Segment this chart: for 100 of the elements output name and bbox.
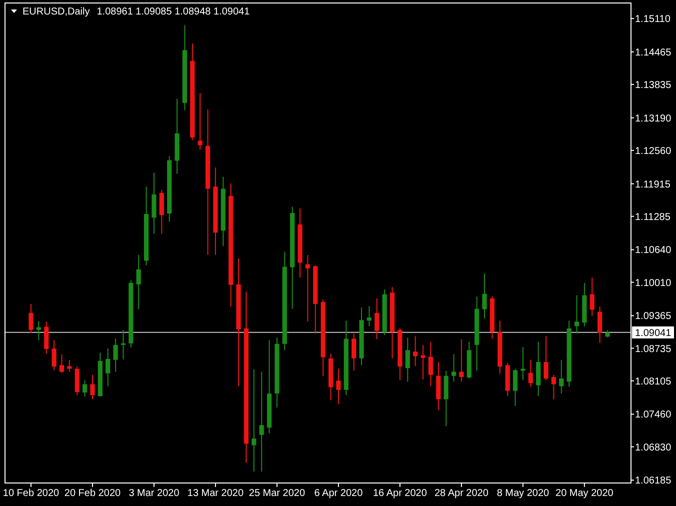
candlestick (366, 306, 372, 326)
candlestick (574, 295, 580, 334)
candlestick (582, 282, 587, 326)
candlestick (413, 336, 418, 366)
y-tick-label: 1.06830 (635, 442, 672, 454)
candlestick (205, 110, 210, 255)
candlestick (298, 208, 302, 278)
candlestick (566, 320, 572, 387)
candlestick (544, 336, 548, 380)
candlestick (36, 321, 41, 340)
candlestick (451, 354, 456, 382)
candlestick (236, 258, 241, 386)
x-tick-label: 25 Mar 2020 (248, 488, 306, 499)
candlestick (398, 328, 402, 380)
candlestick (382, 290, 387, 336)
candlestick (120, 330, 126, 360)
candlestick (220, 176, 226, 246)
candlestick (474, 296, 480, 371)
candlestick (352, 334, 356, 371)
x-tick-label: 20 Feb 2020 (64, 488, 122, 499)
x-tick-label: 6 Apr 2020 (314, 488, 364, 499)
y-tick-label: 1.13190 (635, 113, 672, 124)
y-tick-label: 1.12560 (635, 146, 672, 157)
x-tick-label: 13 Mar 2020 (187, 488, 244, 499)
x-tick-label: 10 Feb 2020 (2, 488, 60, 499)
candlestick (59, 354, 64, 373)
candlestick (244, 292, 249, 463)
x-tick-label: 16 Apr 2020 (372, 488, 428, 499)
x-tick-label: 20 May 2020 (556, 488, 614, 499)
candlestick (551, 374, 556, 400)
y-tick-label: 1.11915 (635, 179, 671, 190)
candlestick (74, 366, 80, 396)
candlestick (52, 340, 56, 370)
candlestick (536, 342, 541, 396)
x-tick-label: 3 Mar 2020 (128, 488, 180, 499)
candlestick (213, 167, 218, 255)
candlestick (328, 354, 334, 400)
candlestick (182, 25, 188, 110)
candlestick (82, 380, 88, 397)
chart-subtitle: 1.08961 1.09085 1.08948 1.09041 (96, 6, 250, 18)
candlestick (466, 342, 472, 379)
candlestick (274, 338, 280, 408)
candlestick (374, 298, 380, 340)
y-tick-label: 1.14465 (635, 47, 672, 58)
candlestick (344, 320, 348, 396)
x-tick-label: 28 Apr 2020 (434, 488, 489, 499)
candlestick (144, 186, 149, 266)
candlestick (605, 330, 610, 338)
x-tick-label: 8 May 2020 (496, 488, 550, 499)
candlestick (598, 306, 602, 343)
candlestick (498, 320, 502, 374)
ref-line-label: 1.09041 (635, 328, 672, 339)
candlestick (106, 348, 110, 386)
candlestick (490, 296, 495, 339)
candlestick (482, 274, 487, 319)
candlestick (459, 339, 464, 382)
candlestick (282, 252, 287, 350)
candlestick (590, 278, 594, 316)
candlestick (266, 340, 272, 434)
candlestick (436, 362, 441, 410)
candlestick (174, 98, 180, 174)
y-tick-label: 1.09365 (635, 311, 672, 322)
candlestick (228, 184, 234, 307)
candlestick (512, 368, 518, 406)
candlestick (444, 370, 448, 426)
y-tick-label: 1.15110 (635, 14, 671, 26)
candlestick (290, 206, 295, 309)
y-tick-label: 1.10010 (635, 278, 672, 289)
candlestick (190, 43, 195, 140)
candlestick (420, 344, 426, 380)
candlestick (167, 156, 172, 222)
y-tick-label: 1.13835 (635, 80, 672, 91)
candlestick (359, 308, 364, 366)
y-tick-label: 1.08735 (635, 344, 672, 355)
candlestick (505, 363, 510, 396)
chart-title: EURUSD,Daily (22, 6, 90, 18)
candlestick (44, 322, 49, 354)
candlestick (128, 280, 134, 348)
candlestick (113, 338, 118, 372)
candlestick (428, 342, 434, 386)
candlestick (405, 338, 410, 382)
candlestick (28, 304, 34, 333)
y-tick-label: 1.06185 (635, 476, 672, 487)
candlestick (252, 369, 256, 472)
candlestick (305, 254, 310, 322)
candlestick (98, 352, 102, 397)
candlestick (152, 172, 156, 234)
y-tick-label: 1.11285 (635, 212, 671, 223)
candlestick (559, 360, 564, 394)
candlestick (336, 368, 341, 404)
candlestick (528, 360, 533, 387)
candlestick (67, 360, 72, 372)
candlestick (136, 254, 141, 310)
candlestick (520, 346, 526, 380)
candlestick (198, 93, 202, 150)
candlestick (259, 372, 264, 472)
candlestick (320, 299, 326, 376)
candlestick (159, 190, 164, 234)
candlestick (313, 265, 318, 334)
y-tick-label: 1.10640 (635, 245, 672, 256)
